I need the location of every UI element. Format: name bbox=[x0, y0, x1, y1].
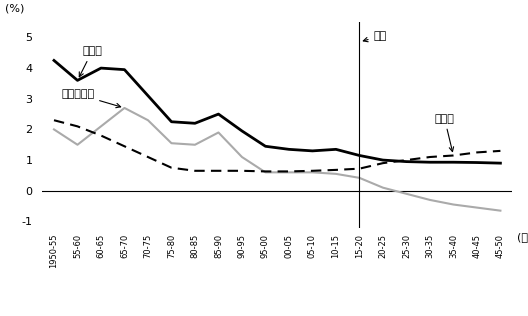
Text: (%): (%) bbox=[5, 4, 24, 14]
Text: 人口増加率: 人口増加率 bbox=[61, 89, 120, 108]
Text: (年): (年) bbox=[517, 232, 528, 242]
Text: 出生率: 出生率 bbox=[79, 46, 102, 77]
Text: 死亡率: 死亡率 bbox=[435, 114, 455, 152]
Text: 予測: 予測 bbox=[363, 31, 387, 42]
